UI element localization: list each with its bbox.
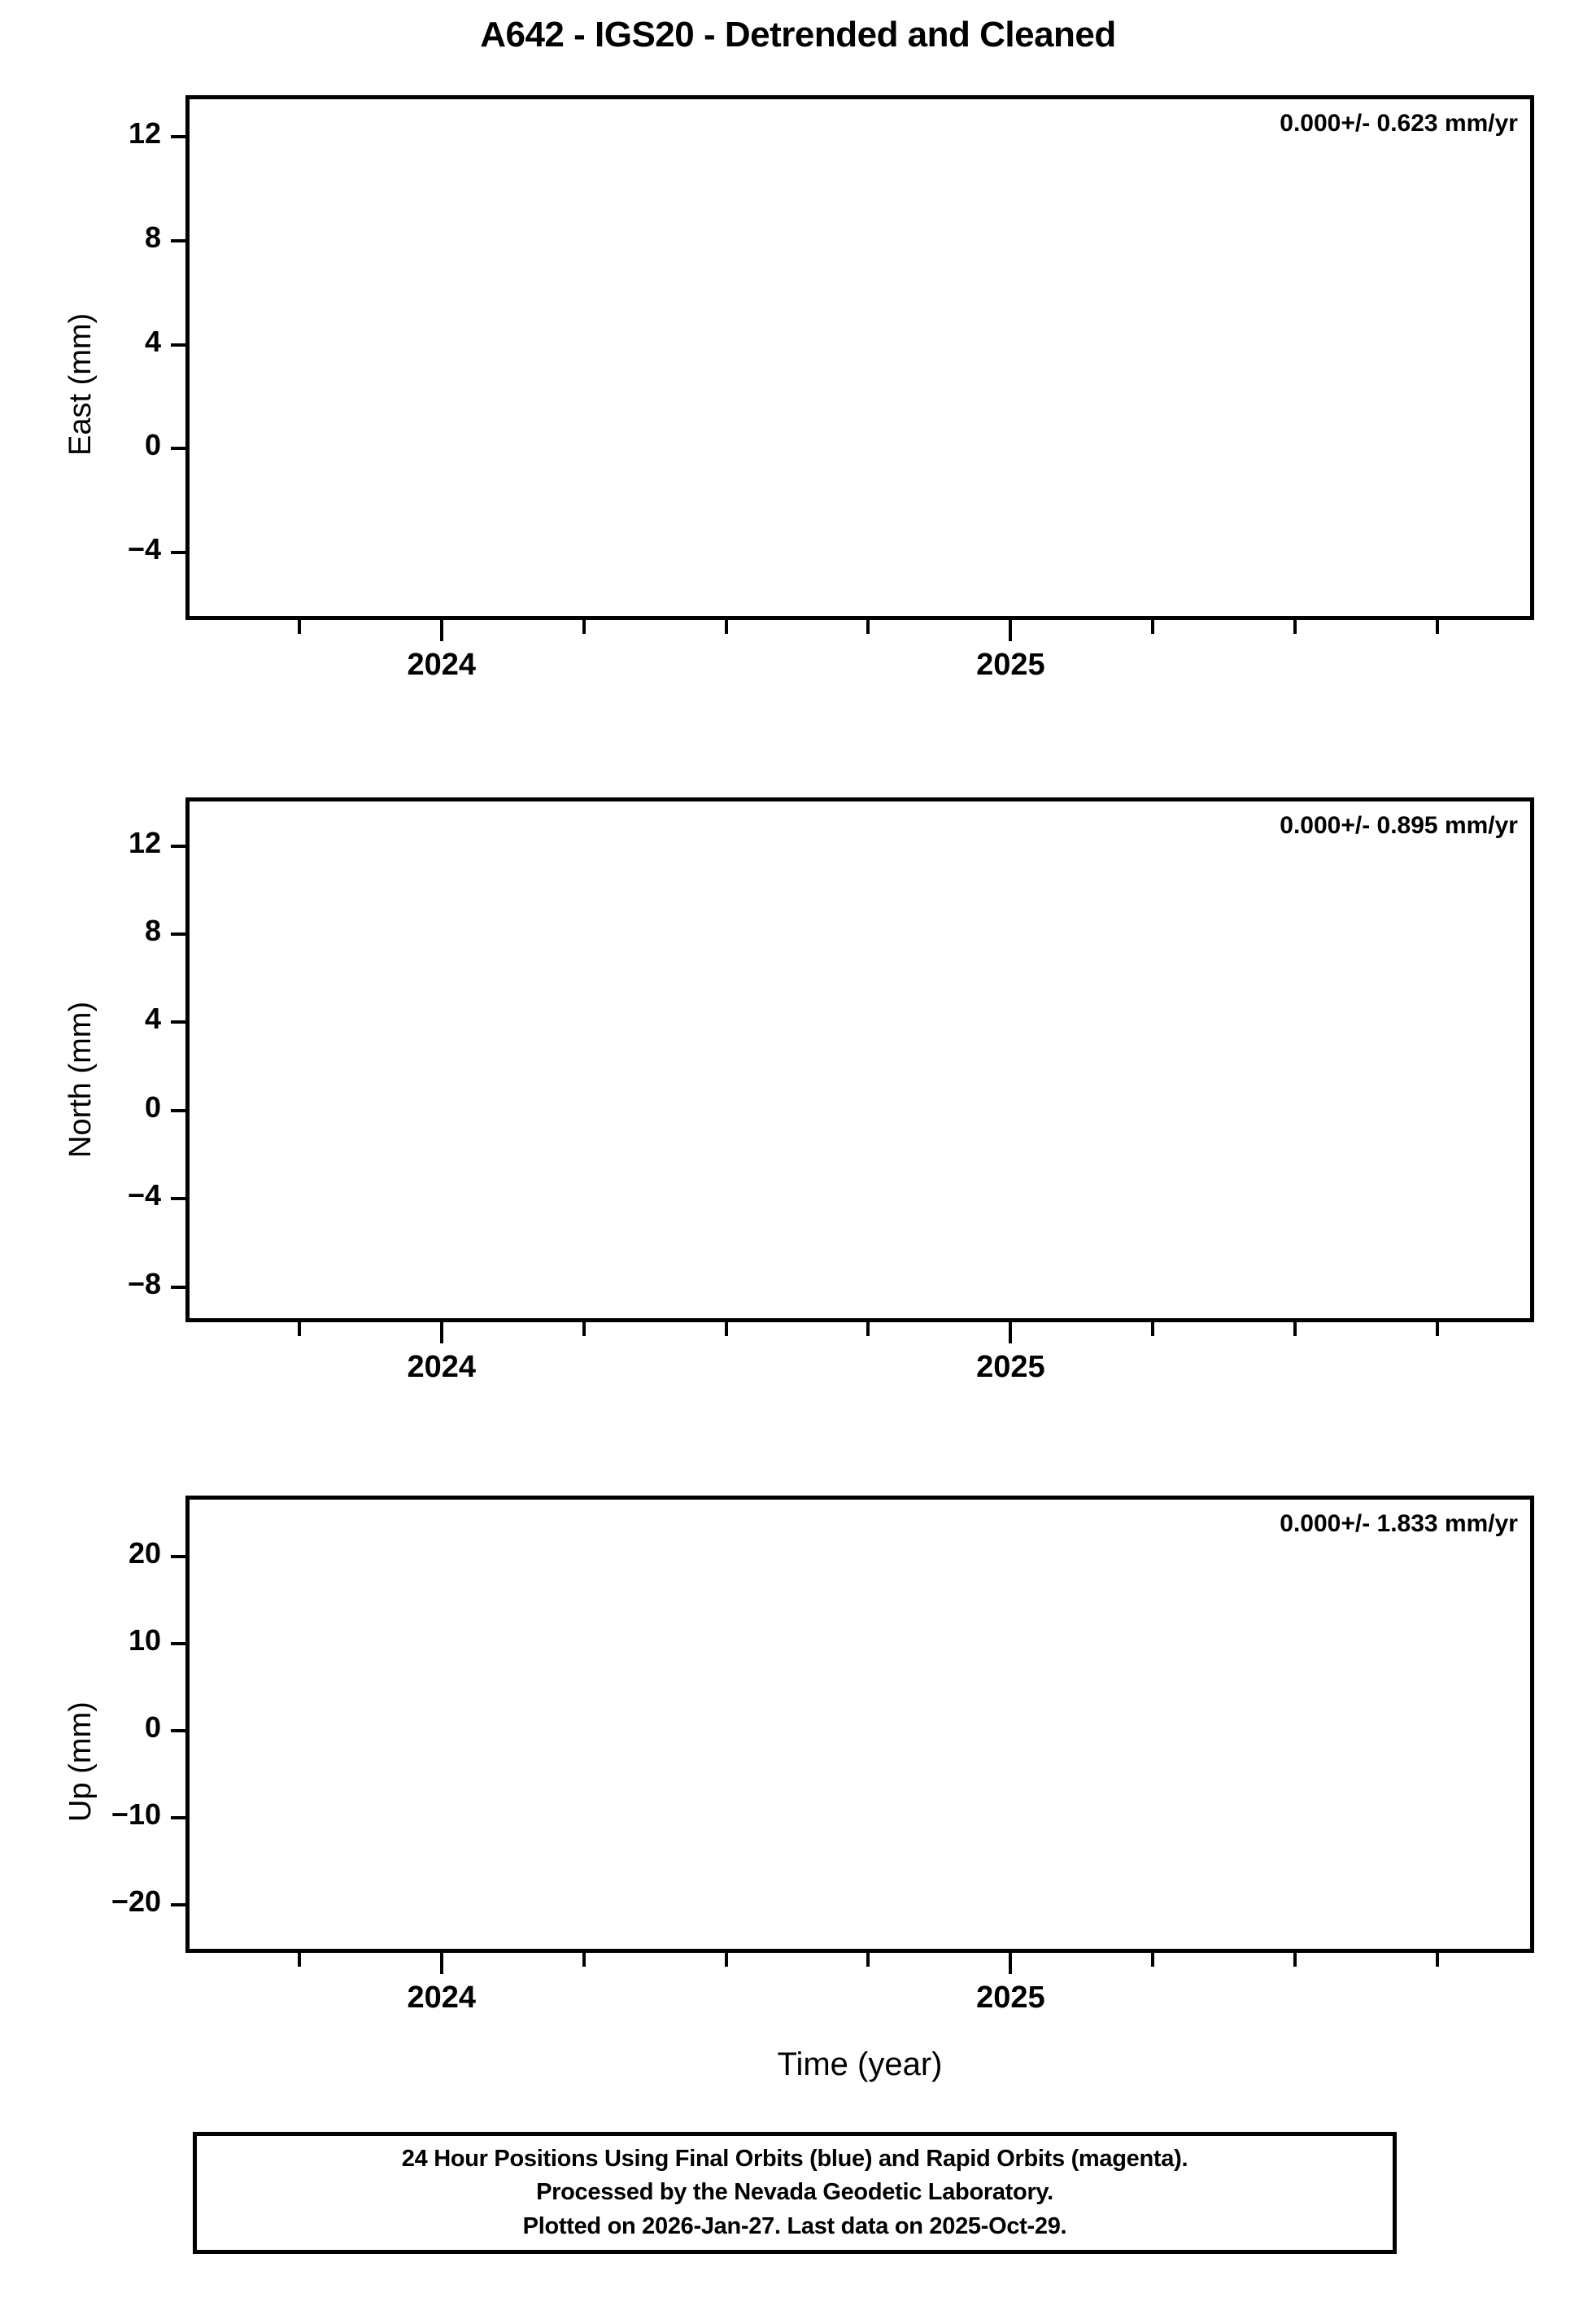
xtick-mark-east-6 [1151,620,1155,634]
xtick-mark-east-2 [582,620,586,634]
ytick-mark-north-2 [171,1020,185,1024]
plot-panel-up [185,1496,1534,1953]
ytick-mark-up-4 [171,1903,185,1907]
ytick-label-north-2: 4 [144,1002,161,1036]
xtick-label-north-0: 2024 [407,1350,477,1384]
axis-label-east: East (mm) [63,312,98,456]
xtick-mark-north-6 [1151,1322,1155,1336]
ytick-label-up-2: 0 [144,1710,161,1745]
xtick-mark-east-0 [297,620,301,634]
ytick-label-up-0: 20 [128,1535,161,1570]
xtick-mark-north-0 [297,1322,301,1336]
ytick-label-east-2: 4 [144,324,161,358]
ytick-mark-north-1 [171,932,185,937]
xtick-mark-north-4 [866,1322,870,1336]
xtick-mark-north-7 [1293,1322,1297,1336]
ytick-label-east-1: 8 [144,220,161,254]
xtick-mark-east-8 [1436,620,1440,634]
ytick-mark-up-1 [171,1641,185,1645]
ytick-label-north-0: 12 [128,825,161,859]
ytick-mark-east-2 [171,343,185,347]
xtick-mark-north-5 [1009,1322,1013,1343]
plot-panel-east [185,95,1534,620]
axis-label-north: North (mm) [63,1001,98,1158]
axes-frame-east [185,95,1534,620]
ytick-mark-east-0 [171,135,185,139]
plot-panel-north [185,797,1534,1322]
xtick-mark-up-4 [866,1953,870,1967]
axis-label-up: Up (mm) [63,1701,98,1822]
footer-line-3: Plotted on 2026-Jan-27. Last data on 202… [522,2212,1067,2239]
xtick-mark-east-4 [866,620,870,634]
ytick-mark-north-3 [171,1108,185,1112]
xtick-mark-up-3 [724,1953,728,1967]
xtick-label-up-1: 2025 [976,1981,1045,2015]
xtick-mark-up-7 [1293,1953,1297,1967]
axes-frame-up [185,1496,1534,1953]
ytick-label-up-4: −20 [111,1885,161,1919]
ytick-label-north-5: −8 [127,1266,161,1300]
ytick-label-east-3: 0 [144,428,161,462]
ytick-label-north-3: 0 [144,1090,161,1124]
axes-frame-north [185,797,1534,1322]
rate-annotation-up: 0.000+/- 1.833 mm/yr [1280,1510,1518,1537]
ytick-mark-north-5 [171,1285,185,1289]
xtick-mark-up-5 [1009,1953,1013,1974]
ytick-label-east-4: −4 [127,531,161,566]
xtick-mark-north-3 [724,1322,728,1336]
ytick-mark-north-4 [171,1197,185,1201]
ytick-mark-up-3 [171,1816,185,1820]
xtick-mark-east-3 [724,620,728,634]
footer-caption-box: 24 Hour Positions Using Final Orbits (bl… [193,2132,1397,2254]
rate-annotation-east: 0.000+/- 0.623 mm/yr [1280,110,1518,137]
xtick-mark-north-8 [1436,1322,1440,1336]
ytick-label-up-3: −10 [111,1797,161,1832]
axis-label-time: Time (year) [777,2046,943,2082]
xtick-mark-up-1 [439,1953,443,1974]
footer-line-2: Processed by the Nevada Geodetic Laborat… [536,2179,1053,2206]
rate-annotation-north: 0.000+/- 0.895 mm/yr [1280,812,1518,839]
ytick-label-north-4: −4 [127,1178,161,1212]
xtick-mark-north-1 [439,1322,443,1343]
xtick-label-north-1: 2025 [976,1350,1045,1384]
xtick-label-up-0: 2024 [407,1981,477,2015]
ytick-mark-east-1 [171,238,185,242]
ytick-mark-up-0 [171,1554,185,1558]
xtick-mark-up-8 [1436,1953,1440,1967]
xtick-mark-up-6 [1151,1953,1155,1967]
xtick-mark-east-5 [1009,620,1013,641]
ytick-mark-up-2 [171,1729,185,1733]
ytick-mark-east-3 [171,447,185,451]
ytick-label-up-1: 10 [128,1622,161,1657]
footer-line-1: 24 Hour Positions Using Final Orbits (bl… [401,2146,1188,2173]
page-title: A642 - IGS20 - Detrended and Cleaned [480,15,1116,55]
xtick-label-east-1: 2025 [976,648,1045,682]
xtick-mark-up-0 [297,1953,301,1967]
xtick-label-east-0: 2024 [407,648,477,682]
xtick-mark-north-2 [582,1322,586,1336]
xtick-mark-east-1 [439,620,443,641]
ytick-label-north-1: 8 [144,914,161,948]
xtick-mark-up-2 [582,1953,586,1967]
ytick-label-east-0: 12 [128,116,161,151]
xtick-mark-east-7 [1293,620,1297,634]
ytick-mark-east-4 [171,550,185,554]
ytick-mark-north-0 [171,844,185,848]
